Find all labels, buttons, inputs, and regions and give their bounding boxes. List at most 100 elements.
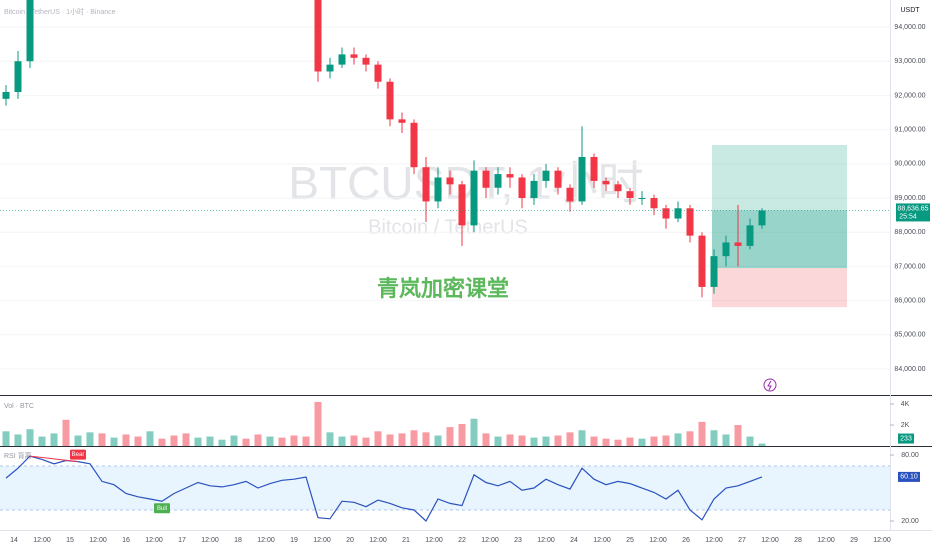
x-tick-label: 23 [514, 537, 522, 544]
volume-bar [110, 437, 118, 446]
volume-bar [374, 431, 382, 446]
y-tick-label: 20.00 [901, 518, 919, 525]
candle-body [698, 235, 706, 287]
candle-body [746, 225, 754, 246]
volume-bar [350, 435, 358, 446]
volume-bar [434, 435, 442, 446]
volume-bar [710, 430, 718, 446]
x-tick-label: 21 [402, 537, 410, 544]
volume-bar [302, 436, 310, 446]
candle-body [422, 167, 430, 202]
volume-bar [734, 425, 742, 446]
volume-last-label: 233 [900, 435, 912, 442]
volume-bar [290, 435, 298, 446]
x-tick-label: 12:00 [201, 537, 219, 544]
signal-label: Bull [157, 506, 167, 512]
volume-bar [146, 431, 154, 446]
candle-body [398, 119, 406, 123]
volume-bar [458, 423, 466, 446]
volume-bar [626, 437, 634, 446]
volume-bar [278, 437, 286, 446]
x-tick-label: 12:00 [817, 537, 835, 544]
target-zone [712, 145, 847, 269]
candle-body [554, 170, 562, 188]
rsi-last-box [898, 471, 920, 482]
volume-bar [182, 433, 190, 446]
volume-bar [638, 438, 646, 446]
volume-bar [758, 443, 766, 446]
x-tick-label: 25 [626, 537, 634, 544]
event-icon[interactable] [763, 378, 777, 392]
signal-box [154, 503, 170, 514]
x-tick-label: 14 [10, 537, 18, 544]
x-tick-label: 12:00 [761, 537, 779, 544]
rsi-band [0, 466, 890, 510]
candle-body [662, 208, 670, 219]
y-tick-label: 80.00 [901, 452, 919, 459]
candle-body [650, 198, 658, 209]
volume-bar [446, 427, 454, 446]
candle-body [614, 184, 622, 192]
volume-bar [482, 433, 490, 446]
x-tick-label: 12:00 [145, 537, 163, 544]
volume-bar [206, 436, 214, 446]
x-tick-label: 12:00 [313, 537, 331, 544]
candle-body [314, 0, 322, 72]
candles [2, 0, 847, 308]
volume-bar [314, 401, 322, 446]
y-tick-label: 90,000.00 [894, 161, 925, 168]
candle-body [386, 81, 394, 120]
volume-bar [518, 435, 526, 446]
stop-zone [712, 268, 847, 308]
x-tick-label: 26 [682, 537, 690, 544]
x-tick-label: 12:00 [257, 537, 275, 544]
volume-bar [230, 435, 238, 446]
candle-body [350, 54, 358, 58]
x-tick-label: 12:00 [537, 537, 555, 544]
y-tick-label: 87,000.00 [894, 263, 925, 270]
volume-bar [362, 437, 370, 446]
x-tick-label: 19 [290, 537, 298, 544]
x-tick-label: 12:00 [425, 537, 443, 544]
volume-bar [338, 436, 346, 446]
candle-body [578, 156, 586, 202]
y-tick-label: 89,000.00 [894, 195, 925, 202]
candle-body [722, 242, 730, 257]
x-tick-label: 12:00 [873, 537, 891, 544]
candle-body [686, 208, 694, 236]
x-tick-label: 12:00 [89, 537, 107, 544]
volume-bar [566, 432, 574, 446]
candle-body [758, 210, 766, 226]
rsi-line [5, 455, 763, 522]
volume-bar [722, 434, 730, 446]
candle-body [734, 242, 742, 246]
x-tick-label: 29 [850, 537, 858, 544]
candle-body [470, 170, 478, 226]
candle-body [2, 91, 10, 99]
x-tick-label: 12:00 [593, 537, 611, 544]
volume-bar [50, 433, 58, 446]
last-price-box [896, 203, 930, 222]
y-tick-label: 93,000.00 [894, 58, 925, 65]
volume-bar [38, 436, 46, 446]
volume-bar [590, 436, 598, 446]
volume-last-box [898, 433, 914, 444]
candle-body [374, 64, 382, 82]
volume-bar [170, 435, 178, 446]
candle-body [602, 180, 610, 185]
y-tick-label: 84,000.00 [894, 366, 925, 373]
candle-body [410, 122, 418, 168]
signal-label: Bear [72, 452, 85, 458]
y-tick-label: 94,000.00 [894, 24, 925, 31]
volume-bar [218, 439, 226, 446]
unit: USDT [900, 7, 920, 14]
volume-bar [158, 438, 166, 446]
y-tick-label: 91,000.00 [894, 126, 925, 133]
candle-body [626, 191, 634, 199]
volume-bar [386, 434, 394, 446]
candle-body [362, 57, 370, 65]
volume-bar [398, 433, 406, 446]
x-tick-label: 24 [570, 537, 578, 544]
x-tick-label: 12:00 [33, 537, 51, 544]
